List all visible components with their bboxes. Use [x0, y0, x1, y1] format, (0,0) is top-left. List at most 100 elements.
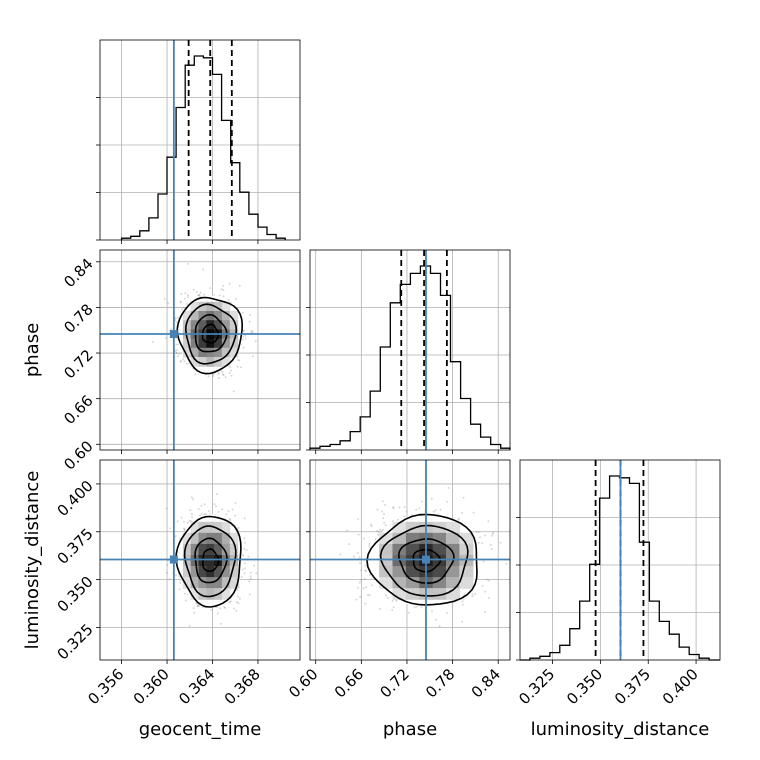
- density-cell: [198, 311, 207, 321]
- sample-point: [174, 316, 177, 319]
- sample-point: [188, 624, 191, 627]
- sample-point: [170, 328, 172, 331]
- density-cell: [190, 301, 200, 312]
- sample-point: [219, 607, 222, 610]
- density-cell: [206, 301, 215, 312]
- sample-point: [184, 599, 187, 602]
- sample-point: [250, 571, 252, 574]
- density-cell: [221, 577, 231, 589]
- sample-point: [391, 609, 394, 611]
- sample-point: [191, 516, 193, 519]
- sample-point: [236, 589, 239, 592]
- sample-point: [179, 537, 181, 540]
- sample-point: [370, 525, 373, 528]
- sample-point: [175, 343, 178, 346]
- sample-point: [176, 321, 178, 324]
- density-cell: [182, 338, 192, 349]
- sample-point: [190, 496, 193, 499]
- truth-marker: [169, 330, 178, 339]
- density-cell: [214, 566, 223, 578]
- density-cell: [198, 566, 207, 578]
- density-cell: [229, 555, 239, 567]
- sample-point: [368, 543, 371, 545]
- sample-point: [487, 579, 490, 582]
- sample-point: [446, 500, 448, 503]
- sample-point: [197, 294, 200, 297]
- sample-point: [251, 330, 254, 333]
- sample-point: [364, 569, 367, 572]
- sample-point: [461, 600, 464, 603]
- sample-point: [179, 581, 182, 584]
- sample-point: [352, 555, 355, 558]
- truth-marker: [169, 555, 178, 564]
- axes-frame: [519, 459, 721, 661]
- sample-point: [359, 595, 362, 598]
- sample-point: [199, 291, 202, 294]
- sample-point: [175, 574, 177, 577]
- sample-point: [185, 362, 188, 365]
- sample-point: [482, 560, 485, 563]
- sample-point: [379, 528, 382, 531]
- sample-point: [217, 377, 220, 380]
- density-cell: [198, 320, 207, 330]
- density-cell: [214, 311, 223, 321]
- sample-point: [461, 512, 464, 514]
- sample-point: [203, 293, 206, 296]
- density-cell: [221, 521, 231, 534]
- density-cell: [229, 543, 239, 556]
- panel-geocent_time-histogram: [96, 39, 301, 244]
- sample-point: [398, 506, 401, 509]
- sample-point: [238, 359, 241, 362]
- sample-point: [478, 536, 481, 539]
- sample-point: [368, 594, 371, 597]
- histogram-luminosity_distance: [520, 475, 720, 661]
- sample-point: [183, 592, 186, 595]
- density-cell: [190, 543, 200, 556]
- density-cell: [190, 521, 200, 534]
- sample-point: [164, 337, 167, 340]
- sample-point: [489, 543, 492, 546]
- density-cell: [198, 543, 207, 556]
- density-area: [151, 262, 257, 393]
- sample-point: [182, 358, 185, 361]
- sample-point: [186, 303, 189, 306]
- sample-point: [481, 542, 484, 545]
- sample-point: [231, 508, 234, 511]
- sample-point: [249, 577, 252, 580]
- sample-point: [228, 282, 231, 285]
- sample-point: [243, 562, 246, 565]
- sample-point: [186, 296, 189, 299]
- sample-point: [195, 290, 198, 293]
- sample-point: [193, 611, 196, 614]
- density-cell: [214, 338, 223, 349]
- sample-point: [221, 373, 224, 376]
- sample-point: [181, 308, 184, 311]
- sample-point: [221, 508, 224, 511]
- sample-point: [392, 606, 395, 609]
- sample-point: [180, 293, 183, 296]
- sample-point: [179, 360, 182, 363]
- sample-point: [196, 605, 199, 608]
- contour-level-2: [183, 525, 237, 598]
- sample-point: [179, 301, 182, 304]
- sample-point: [391, 600, 394, 602]
- sample-point: [224, 376, 227, 379]
- sample-point: [178, 352, 181, 355]
- panel-phase-vs-luminosity_distance: [306, 459, 511, 664]
- sample-point: [222, 289, 225, 292]
- sample-point: [378, 608, 381, 610]
- sample-point: [403, 506, 406, 508]
- sample-point: [189, 509, 192, 512]
- sample-point: [475, 531, 478, 533]
- axes-frame: [99, 249, 301, 451]
- sample-point: [237, 358, 240, 361]
- density-cell: [190, 566, 200, 578]
- sample-point: [235, 600, 238, 603]
- sample-point: [360, 569, 363, 572]
- sample-point: [229, 600, 232, 603]
- density-cell: [198, 588, 207, 600]
- sample-point: [368, 573, 371, 576]
- panel-geocent_time-vs-phase: [96, 249, 301, 454]
- density-cell: [198, 347, 207, 358]
